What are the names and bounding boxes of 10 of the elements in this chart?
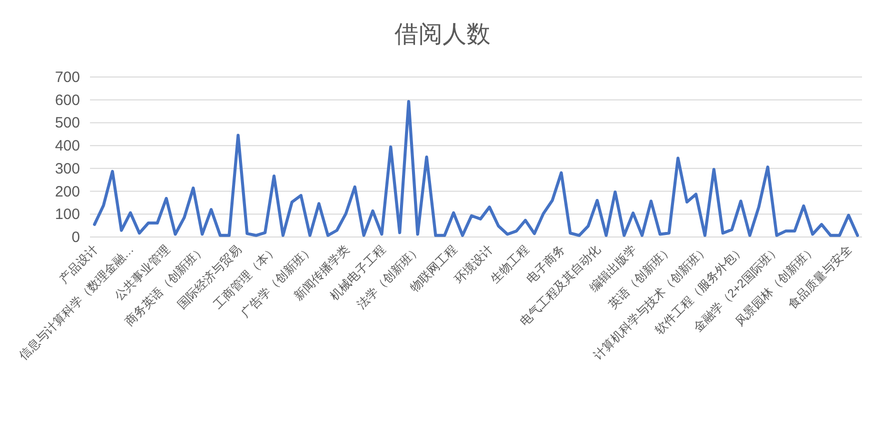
chart-title: 借阅人数 bbox=[394, 21, 490, 48]
y-tick-label: 300 bbox=[54, 160, 80, 178]
y-tick-label: 700 bbox=[54, 69, 80, 86]
y-tick-label: 400 bbox=[54, 138, 80, 155]
y-tick-label: 500 bbox=[54, 114, 80, 132]
y-tick-label: 600 bbox=[54, 92, 80, 109]
y-tick-label: 0 bbox=[72, 229, 80, 246]
line-series bbox=[92, 100, 860, 237]
y-tick-label: 100 bbox=[54, 206, 80, 224]
y-tick-label: 200 bbox=[54, 183, 80, 200]
